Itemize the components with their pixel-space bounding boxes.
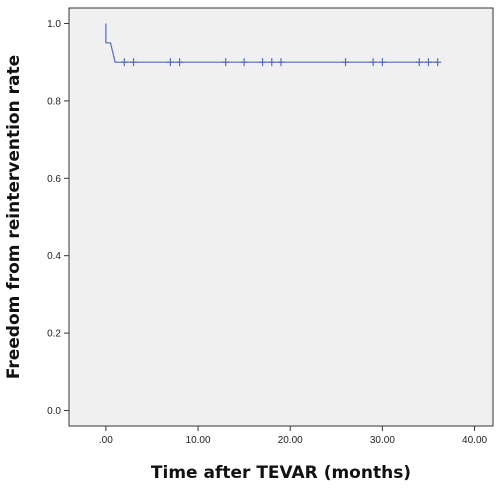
censor-mark bbox=[424, 58, 432, 67]
x-tick-label: 10.00 bbox=[186, 435, 211, 446]
y-tick-label: 1.0 bbox=[47, 19, 61, 30]
censor-mark bbox=[222, 58, 230, 67]
x-tick-label: 40.00 bbox=[462, 435, 487, 446]
x-tick-label: 30.00 bbox=[370, 435, 395, 446]
plot-area bbox=[68, 7, 494, 427]
y-tick-label: 0.8 bbox=[47, 96, 61, 107]
y-tick-label: 0.2 bbox=[47, 329, 61, 340]
y-axis: 0.0 0.2 0.4 0.6 0.8 1.0 bbox=[47, 19, 69, 417]
censor-mark bbox=[434, 58, 442, 67]
censor-mark bbox=[378, 58, 386, 67]
censor-mark bbox=[176, 58, 184, 67]
y-tick-label: 0.4 bbox=[47, 251, 61, 262]
censor-mark bbox=[268, 58, 276, 67]
censor-mark bbox=[240, 58, 248, 67]
y-tick-label: 0.6 bbox=[47, 174, 61, 185]
x-axis-title: Time after TEVAR (months) bbox=[151, 463, 411, 483]
series-layer bbox=[105, 23, 442, 67]
censor-mark bbox=[259, 58, 267, 67]
y-tick-label: 0.0 bbox=[47, 406, 61, 417]
censor-mark bbox=[342, 58, 350, 67]
x-tick-label: 20.00 bbox=[278, 435, 303, 446]
censor-mark bbox=[120, 58, 128, 67]
x-axis: .00 10.00 20.00 30.00 40.00 bbox=[99, 426, 488, 446]
y-axis-title: Freedom from reintervention rate bbox=[4, 55, 24, 379]
censor-mark bbox=[369, 58, 377, 67]
censor-mark bbox=[415, 58, 423, 67]
x-tick-label: .00 bbox=[99, 435, 113, 446]
censor-mark bbox=[166, 58, 174, 67]
censor-mark bbox=[277, 58, 285, 67]
censor-mark bbox=[130, 58, 138, 67]
